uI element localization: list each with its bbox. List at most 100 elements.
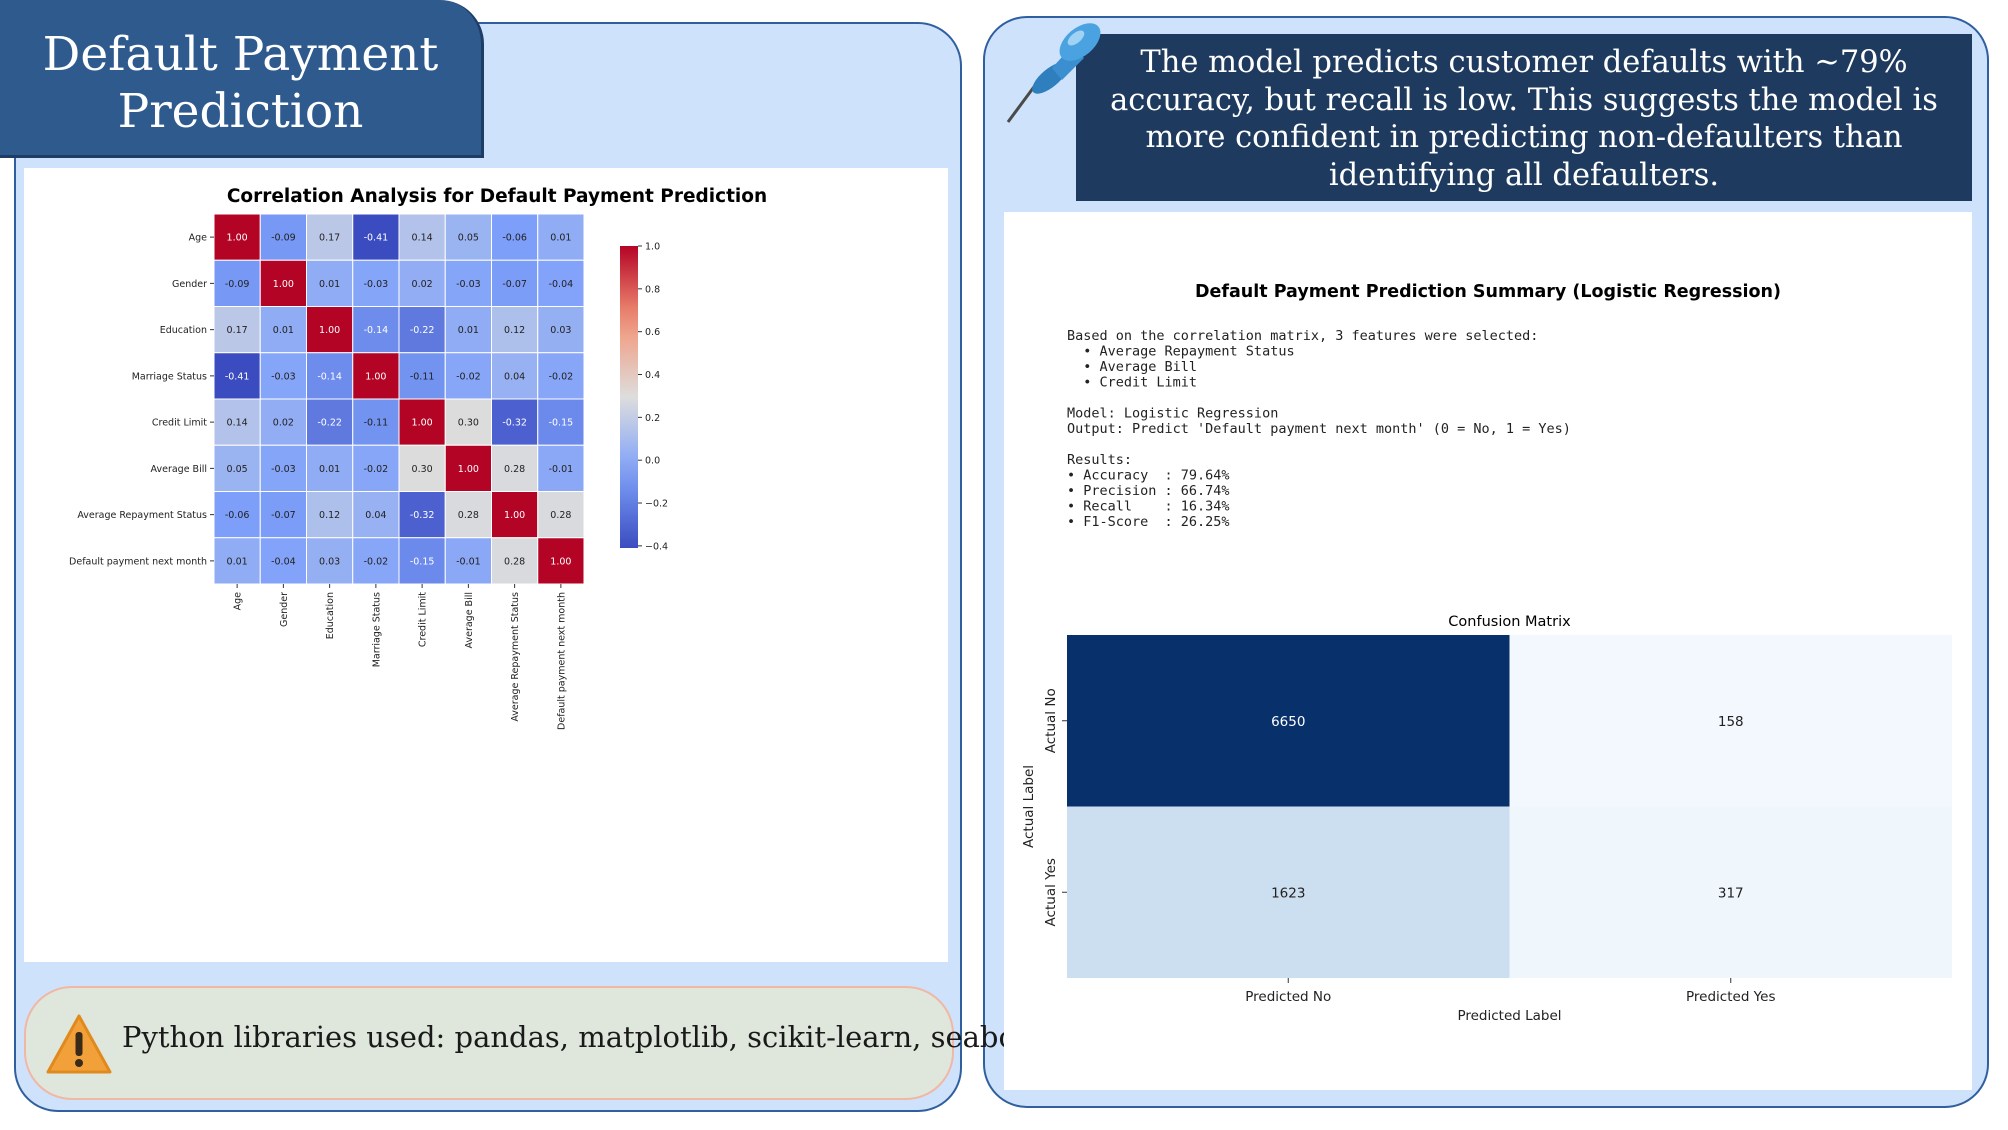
heatmap-cell xyxy=(213,537,261,585)
heatmap-cell xyxy=(398,306,446,354)
heatmap-cell-label: 0.01 xyxy=(319,464,340,475)
summary-line: • F1-Score : 26.25% xyxy=(1067,514,1230,530)
heatmap-cell-label: 0.28 xyxy=(458,510,479,521)
heatmap-cell-label: 0.01 xyxy=(458,325,479,336)
heatmap-cell-label: -0.02 xyxy=(364,556,389,567)
colorbar-tick-label: 0.2 xyxy=(645,413,660,424)
heatmap-cell-label: -0.22 xyxy=(317,418,342,429)
heatmap-cell xyxy=(537,444,585,492)
heatmap-cell-label: -0.01 xyxy=(549,464,574,475)
summary-line: Output: Predict 'Default payment next mo… xyxy=(1067,421,1571,437)
summary-line: • Precision : 66.74% xyxy=(1067,483,1230,499)
heatmap-col-label: Gender xyxy=(279,592,290,627)
heatmap-cell xyxy=(306,398,354,446)
heatmap-cell xyxy=(213,213,261,261)
heatmap-cell-label: -0.02 xyxy=(549,371,574,382)
heatmap-row-label: Credit Limit xyxy=(152,418,207,429)
heatmap-cell-label: -0.06 xyxy=(225,510,250,521)
heatmap-cell-label: 0.30 xyxy=(458,418,479,429)
heatmap-cell-label: -0.15 xyxy=(549,418,574,429)
heatmap-cell xyxy=(398,444,446,492)
cm-cell-label: 6650 xyxy=(1271,714,1305,730)
heatmap-cell xyxy=(259,537,307,585)
insight-note: The model predicts customer defaults wit… xyxy=(1076,34,1972,201)
summary-line: Model: Logistic Regression xyxy=(1067,406,1278,422)
heatmap-cell xyxy=(398,352,446,400)
heatmap-cell xyxy=(398,259,446,307)
heatmap-cell-label: -0.41 xyxy=(225,371,250,382)
slide-title-line1: Default Payment xyxy=(42,27,439,82)
heatmap-cell-label: -0.09 xyxy=(225,279,250,290)
heatmap-cell xyxy=(491,537,539,585)
heatmap-col-label: Default payment next month xyxy=(556,592,567,730)
cm-x-axis-label: Predicted Label xyxy=(1457,1008,1561,1024)
cm-y-tick-label: Actual No xyxy=(1043,688,1059,753)
pushpin-icon xyxy=(1006,23,1101,123)
heatmap-cell-label: -0.02 xyxy=(364,464,389,475)
colorbar-tick-label: 0.6 xyxy=(645,327,660,338)
heatmap-cell-label: 0.01 xyxy=(273,325,294,336)
heatmap-cell-label: 0.14 xyxy=(412,233,433,244)
heatmap-cell-label: -0.11 xyxy=(410,371,435,382)
heatmap-cell-label: 0.28 xyxy=(504,464,525,475)
heatmap-cell-label: 1.00 xyxy=(273,279,294,290)
heatmap-cell xyxy=(537,213,585,261)
slide-title-line2: Prediction xyxy=(117,84,364,139)
summary-line: • Recall : 16.34% xyxy=(1067,499,1230,515)
heatmap-cell-label: 1.00 xyxy=(504,510,525,521)
heatmap-cell xyxy=(444,444,492,492)
heatmap-cell-label: 1.00 xyxy=(458,464,479,475)
heatmap-cell-label: 0.01 xyxy=(319,279,340,290)
heatmap-cell-label: -0.14 xyxy=(364,325,389,336)
heatmap-cell xyxy=(398,491,446,539)
libraries-callout: Python libraries used: pandas, matplotli… xyxy=(24,986,1048,1100)
cm-y-axis-label: Actual Label xyxy=(1021,765,1037,848)
heatmap-row-label: Average Repayment Status xyxy=(77,510,207,521)
heatmap-col-label: Education xyxy=(325,592,336,639)
heatmap-row-label: Marriage Status xyxy=(132,371,207,382)
heatmap-cell-label: 0.30 xyxy=(412,464,433,475)
cm-cell xyxy=(1067,635,1510,807)
colorbar-tick-label: −0.2 xyxy=(645,499,668,510)
heatmap-cell-label: -0.06 xyxy=(502,233,527,244)
heatmap-cell xyxy=(537,537,585,585)
cm-cell-label: 1623 xyxy=(1271,885,1305,901)
heatmap-cell-label: 0.14 xyxy=(227,418,248,429)
heatmap-card: Correlation Analysis for Default Payment… xyxy=(24,168,948,962)
heatmap-cell xyxy=(352,259,400,307)
heatmap-cell-label: 0.05 xyxy=(227,464,248,475)
cm-cell-label: 317 xyxy=(1718,885,1744,901)
heatmap-cell-label: -0.01 xyxy=(456,556,481,567)
heatmap-cell-label: 0.02 xyxy=(412,279,433,290)
heatmap-cell xyxy=(306,537,354,585)
heatmap-cell xyxy=(444,398,492,446)
heatmap-cell xyxy=(213,259,261,307)
heatmap-cell xyxy=(306,491,354,539)
heatmap-cell xyxy=(491,491,539,539)
heatmap-cell xyxy=(259,491,307,539)
heatmap-cell xyxy=(444,537,492,585)
heatmap-row-label: Education xyxy=(160,325,207,336)
colorbar-tick-label: 0.4 xyxy=(645,370,660,381)
heatmap-cell-label: 0.04 xyxy=(504,371,525,382)
confusion-matrix-chart: Confusion Matrix 6650 158 1623 317 Predicted … xyxy=(1021,614,1952,1024)
heatmap-cell-label: -0.09 xyxy=(271,233,296,244)
heatmap-cell-label: 0.03 xyxy=(550,325,571,336)
heatmap-cell-label: 0.17 xyxy=(227,325,248,336)
colorbar-tick-label: −0.4 xyxy=(645,541,668,552)
colorbar-tick-label: 0.8 xyxy=(645,284,660,295)
colorbar xyxy=(620,246,638,548)
heatmap-cell xyxy=(537,259,585,307)
heatmap-cell-label: 1.00 xyxy=(227,233,248,244)
cm-x-tick-label: Predicted No xyxy=(1245,989,1331,1005)
heatmap-title: Correlation Analysis for Default Payment… xyxy=(227,186,767,207)
correlation-heatmap-chart: Correlation Analysis for Default Payment… xyxy=(69,186,767,730)
cm-cell xyxy=(1067,806,1510,978)
colorbar-tick-label: 1.0 xyxy=(645,242,660,253)
heatmap-cell-label: 0.28 xyxy=(550,510,571,521)
summary-title: Default Payment Prediction Summary (Logi… xyxy=(1195,282,1781,302)
slide-title: Default Payment Prediction xyxy=(0,0,484,158)
heatmap-cell-label: 0.04 xyxy=(365,510,386,521)
heatmap-cell-label: -0.04 xyxy=(549,279,574,290)
colorbar-tick-label: 0.0 xyxy=(645,456,660,467)
